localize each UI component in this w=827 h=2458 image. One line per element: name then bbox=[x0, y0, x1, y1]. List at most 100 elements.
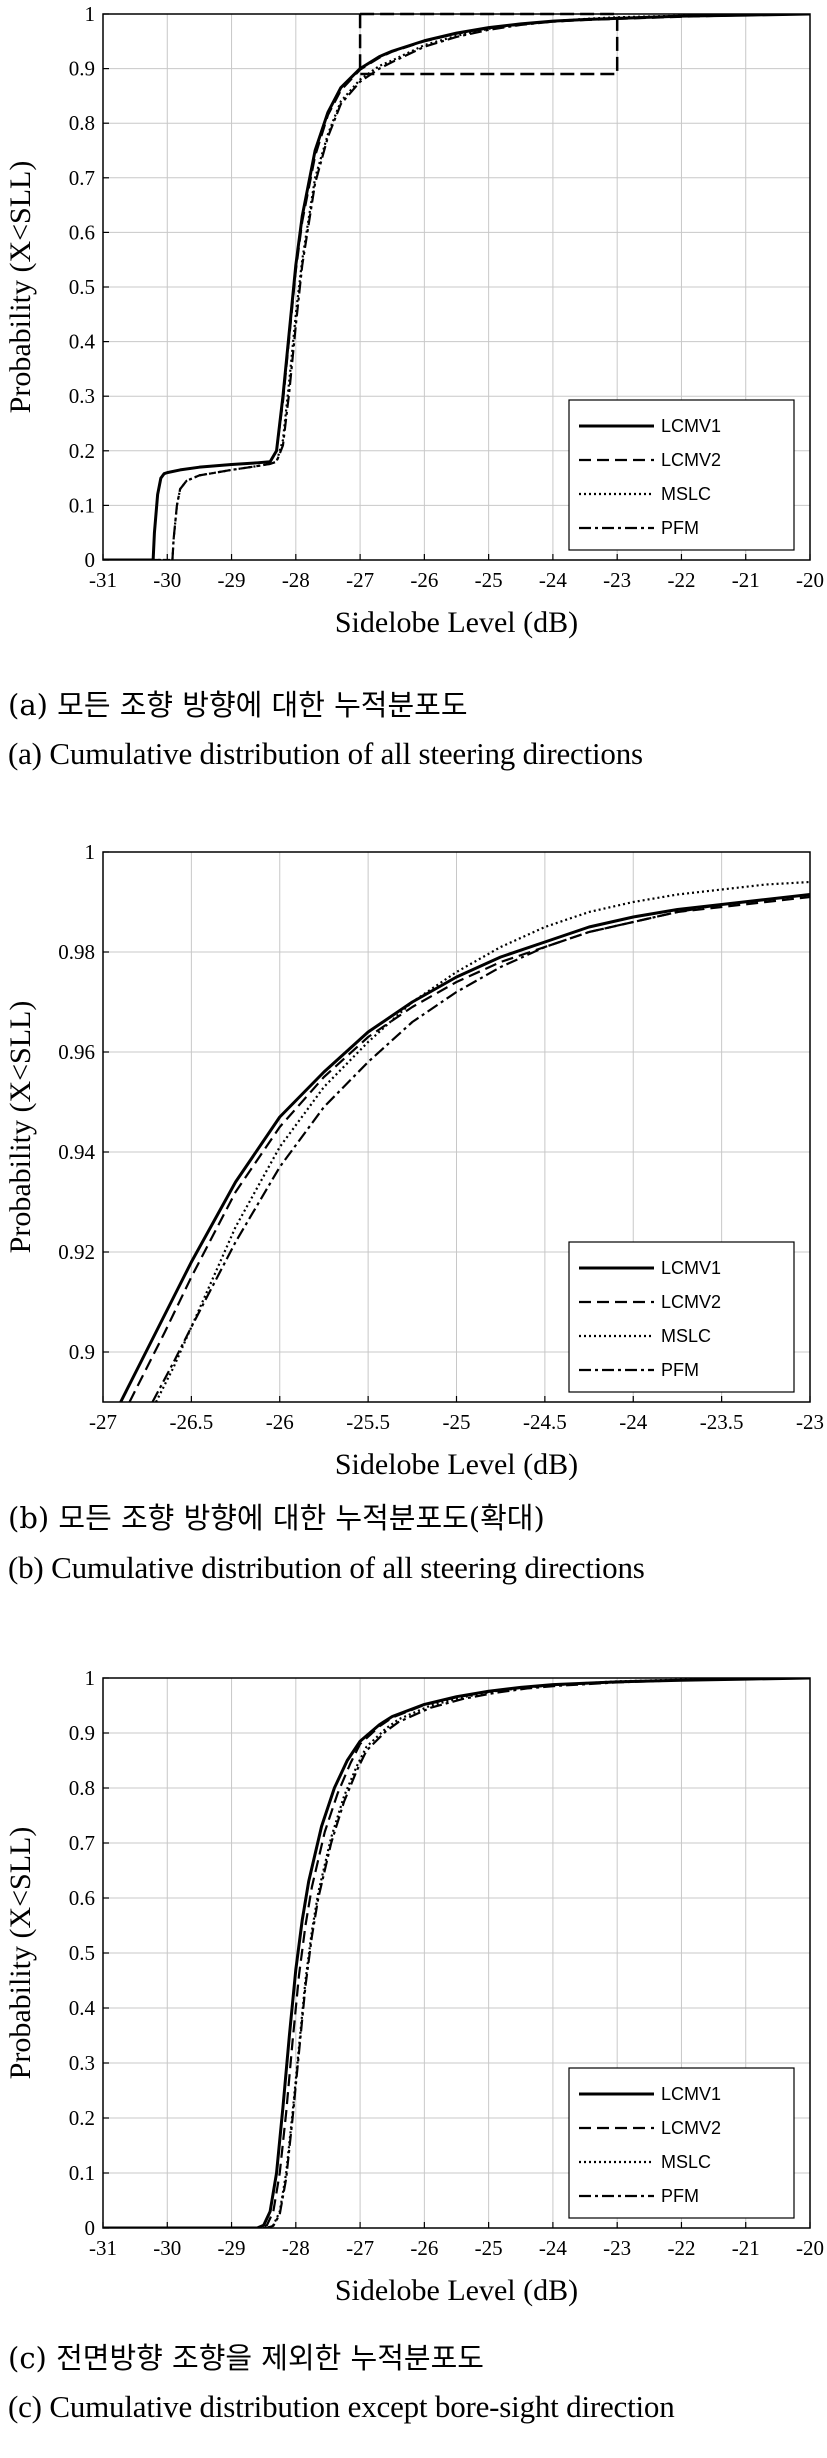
x-tick-label: -23 bbox=[796, 1410, 824, 1434]
y-tick-label: 0.5 bbox=[69, 1941, 95, 1965]
series-line-pfm bbox=[103, 14, 810, 560]
x-tick-label: -28 bbox=[282, 568, 310, 592]
panel-a: -31 -30 -29 -28 -27 -26 -25 -24 -23 -22 -21 -20 0 0.1… bbox=[0, 0, 827, 790]
panel-b: -27 -26.5 -26 -25.5 -25 -24.5 -24 -23.5 -23 0.9 0.… bbox=[0, 810, 827, 1610]
y-tick-label: 0.4 bbox=[69, 1996, 96, 2020]
series-line-mslc bbox=[155, 880, 810, 1402]
legend-label-pfm: PFM bbox=[661, 1360, 699, 1380]
series-line-pfm bbox=[103, 1678, 810, 2228]
legend-label-mslc: MSLC bbox=[661, 1326, 711, 1346]
x-tick-label: -30 bbox=[153, 2236, 181, 2260]
x-tick-label: -23 bbox=[603, 568, 631, 592]
x-tick-label: -29 bbox=[218, 2236, 246, 2260]
x-tick-label: -26 bbox=[410, 2236, 438, 2260]
y-tick-label: 0.98 bbox=[58, 940, 95, 964]
x-tick-label: -27 bbox=[346, 568, 374, 592]
y-tick-label: 0.7 bbox=[69, 166, 95, 190]
y-tick-label: 0.3 bbox=[69, 384, 95, 408]
y-tick-label: 0.4 bbox=[69, 330, 96, 354]
legend-label-pfm: PFM bbox=[661, 2186, 699, 2206]
legend-label-mslc: MSLC bbox=[661, 2152, 711, 2172]
x-tick-label: -26 bbox=[410, 568, 438, 592]
caption-c-english: (c) Cumulative distribution except bore-… bbox=[8, 2389, 675, 2424]
x-tick-label: -22 bbox=[667, 568, 695, 592]
legend-label-lcmv1: LCMV1 bbox=[661, 416, 721, 436]
caption-a-korean: (a) 모든 조향 방향에 대한 누적분포도 bbox=[8, 688, 468, 722]
y-tick-label: 0.9 bbox=[69, 1340, 95, 1364]
caption-b-korean: (b) 모든 조향 방향에 대한 누적분포도(확대) bbox=[8, 1501, 545, 1535]
x-tick-label: -27 bbox=[346, 2236, 374, 2260]
legend-label-mslc: MSLC bbox=[661, 484, 711, 504]
y-tick-label: 0.6 bbox=[69, 1886, 95, 1910]
x-tick-label: -25.5 bbox=[346, 1410, 390, 1434]
y-tick-label: 0.9 bbox=[69, 57, 95, 81]
x-tick-label: -29 bbox=[218, 568, 246, 592]
y-tick-label: 0.5 bbox=[69, 275, 95, 299]
chart-b: -27 -26.5 -26 -25.5 -25 -24.5 -24 -23.5 -23 0.9 0.… bbox=[4, 840, 824, 1480]
x-tick-label: -24 bbox=[539, 2236, 567, 2260]
x-tick-label: -28 bbox=[282, 2236, 310, 2260]
panel-c: -31 -30 -29 -28 -27 -26 -25 -24 -23 -22 -21 -20 0 0.1… bbox=[0, 1645, 827, 2458]
x-axis-label: Sidelobe Level (dB) bbox=[335, 1448, 578, 1480]
x-tick-label: -31 bbox=[89, 2236, 117, 2260]
x-tick-label: -25 bbox=[475, 568, 503, 592]
x-axis-label: Sidelobe Level (dB) bbox=[335, 606, 578, 639]
y-tick-label: 0.94 bbox=[58, 1140, 95, 1164]
y-tick-label: 0 bbox=[85, 2216, 96, 2240]
caption-c-korean: (c) 전면방향 조향을 제외한 누적분포도 bbox=[8, 2341, 484, 2375]
x-tick-label: -27 bbox=[89, 1410, 117, 1434]
y-tick-label: 1 bbox=[85, 1666, 96, 1690]
y-tick-label: 1 bbox=[85, 840, 96, 864]
x-tick-label: -24 bbox=[539, 568, 567, 592]
legend-label-lcmv1: LCMV1 bbox=[661, 2084, 721, 2104]
legend-label-lcmv2: LCMV2 bbox=[661, 2118, 721, 2138]
legend-c: LCMV1 LCMV2 MSLC PFM bbox=[568, 2067, 795, 2219]
chart-a: -31 -30 -29 -28 -27 -26 -25 -24 -23 -22 -21 -20 0 0.1… bbox=[4, 2, 824, 639]
x-tick-label: -30 bbox=[153, 568, 181, 592]
legend-label-pfm: PFM bbox=[661, 518, 699, 538]
x-tick-label: -26.5 bbox=[170, 1410, 214, 1434]
y-tick-label: 0.7 bbox=[69, 1831, 95, 1855]
x-tick-label: -24 bbox=[619, 1410, 647, 1434]
legend-label-lcmv1: LCMV1 bbox=[661, 1258, 721, 1278]
x-tick-label: -23 bbox=[603, 2236, 631, 2260]
y-axis-label: Probability (X<SLL) bbox=[4, 161, 37, 414]
series-group-a bbox=[103, 14, 810, 560]
x-tick-label: -25 bbox=[475, 2236, 503, 2260]
series-group-b bbox=[119, 880, 810, 1402]
caption-a-english: (a) Cumulative distribution of all steer… bbox=[8, 736, 643, 771]
legend-label-lcmv2: LCMV2 bbox=[661, 450, 721, 470]
x-tick-label: -20 bbox=[796, 2236, 824, 2260]
y-tick-label: 0.8 bbox=[69, 1776, 95, 1800]
legend-b: LCMV1 LCMV2 MSLC PFM bbox=[568, 1241, 795, 1393]
x-tick-label: -24.5 bbox=[523, 1410, 567, 1434]
series-line-pfm bbox=[151, 893, 810, 1402]
legend-label-lcmv2: LCMV2 bbox=[661, 1292, 721, 1312]
y-tick-label: 0.1 bbox=[69, 2161, 95, 2185]
y-tick-label: 0.1 bbox=[69, 493, 95, 517]
y-tick-label: 0.92 bbox=[58, 1240, 95, 1264]
y-tick-label: 0.9 bbox=[69, 1721, 95, 1745]
y-tick-label: 0 bbox=[85, 548, 96, 572]
y-axis-label: Probability (X<SLL) bbox=[4, 1827, 37, 2080]
x-axis-label: Sidelobe Level (dB) bbox=[335, 2274, 578, 2307]
y-tick-label: 0.3 bbox=[69, 2051, 95, 2075]
x-tick-label: -21 bbox=[732, 2236, 760, 2260]
y-tick-label: 1 bbox=[85, 2, 96, 26]
y-tick-label: 0.6 bbox=[69, 220, 95, 244]
x-tick-label: -22 bbox=[667, 2236, 695, 2260]
x-tick-label: -21 bbox=[732, 568, 760, 592]
legend-a: LCMV1 LCMV2 MSLC PFM bbox=[568, 399, 795, 551]
x-tick-label: -31 bbox=[89, 568, 117, 592]
x-tick-label: -23.5 bbox=[700, 1410, 744, 1434]
y-tick-label: 0.2 bbox=[69, 2106, 95, 2130]
series-line-lcmv2 bbox=[103, 14, 810, 560]
y-tick-label: 0.96 bbox=[58, 1040, 95, 1064]
x-tick-label: -26 bbox=[266, 1410, 294, 1434]
x-tick-label: -25 bbox=[443, 1410, 471, 1434]
series-group-c bbox=[103, 1678, 810, 2228]
y-axis-label: Probability (X<SLL) bbox=[4, 1001, 37, 1254]
y-tick-label: 0.8 bbox=[69, 111, 95, 135]
caption-b-english: (b) Cumulative distribution of all steer… bbox=[8, 1550, 645, 1585]
y-tick-label: 0.2 bbox=[69, 439, 95, 463]
